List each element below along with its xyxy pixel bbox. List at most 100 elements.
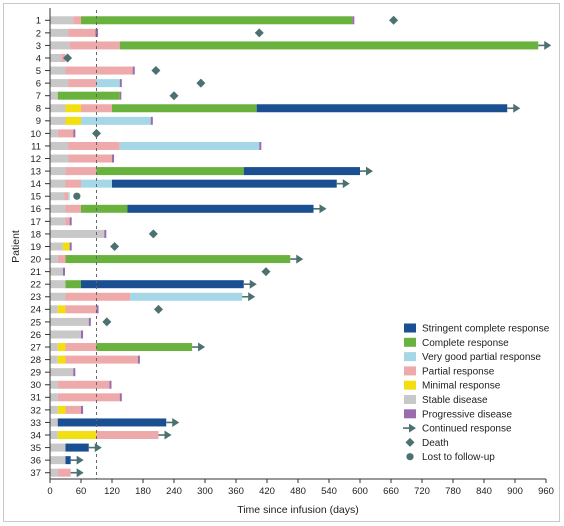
continued-response-arrow <box>538 40 552 50</box>
bar-segment-mr <box>65 104 81 113</box>
death-marker <box>92 128 101 138</box>
death-marker <box>196 78 206 88</box>
bar-segment-mr <box>57 405 66 414</box>
patient-label: 3 <box>36 41 41 52</box>
legend-label-scr: Stringent complete response <box>422 324 550 335</box>
bar-segment-pr <box>64 192 69 201</box>
x-tick-label: 300 <box>197 486 213 497</box>
patient-label: 24 <box>30 305 41 316</box>
continued-arrow-head <box>544 40 552 50</box>
bar-segment-vgpr <box>96 79 120 88</box>
patient-row-26 <box>50 330 84 339</box>
bar-segment-cr <box>65 255 291 264</box>
bar-segment-pd <box>352 16 355 25</box>
bar-segment-vgpr <box>81 179 112 188</box>
bar-segment-pr <box>73 16 81 25</box>
bar-segment-pd <box>88 317 91 326</box>
bar-segment-vgpr <box>130 292 243 301</box>
bar-segment-pr <box>65 292 131 301</box>
patient-label: 8 <box>36 104 41 115</box>
legend-label-lost: Lost to follow-up <box>422 452 495 463</box>
bar-segment-pr <box>65 167 97 176</box>
bars-layer <box>50 16 539 477</box>
continued-arrow-head <box>76 455 84 465</box>
bar-segment-scr <box>127 204 314 213</box>
bar-segment-mr <box>57 355 66 364</box>
patient-row-5 <box>50 66 135 75</box>
legend: Stringent complete response Complete resp… <box>403 323 550 463</box>
patient-row-17 <box>50 217 72 226</box>
bar-segment-pr <box>96 431 159 440</box>
patient-label: 21 <box>30 267 41 278</box>
legend-label-mr: Minimal response <box>422 381 501 392</box>
legend-swatch-sd <box>404 395 416 404</box>
bar-segment-sd <box>50 330 81 339</box>
x-tick-label: 120 <box>104 486 120 497</box>
patient-row-6 <box>50 79 122 88</box>
continued-arrow-head <box>172 417 180 427</box>
death-marker <box>169 91 179 101</box>
bar-segment-cr <box>81 204 128 213</box>
bar-segment-vgpr <box>119 141 260 150</box>
continued-arrow-head <box>248 292 256 302</box>
bar-segment-sd <box>50 255 58 264</box>
bar-segment-pr <box>69 41 120 50</box>
legend-continued-arrow-icon <box>403 423 416 433</box>
bar-segment-sd <box>50 317 89 326</box>
patient-label: 27 <box>30 342 41 353</box>
bar-segment-cr <box>81 16 353 25</box>
x-tick-label: 60 <box>76 486 87 497</box>
patient-label: 25 <box>30 317 41 328</box>
patient-label: 4 <box>36 53 41 64</box>
bar-segment-pr <box>57 468 71 477</box>
patient-label: 23 <box>30 292 41 303</box>
continued-arrow-head <box>164 430 172 440</box>
continued-arrow-head <box>319 204 327 214</box>
bar-segment-mr <box>65 116 81 125</box>
patient-row-25 <box>50 317 91 326</box>
patient-row-33 <box>50 418 167 427</box>
bar-segment-sd <box>50 116 66 125</box>
patient-label: 14 <box>30 179 41 190</box>
bar-segment-cr <box>112 104 257 113</box>
patient-label: 33 <box>30 418 41 429</box>
bar-segment-sd <box>50 141 69 150</box>
death-marker <box>151 66 161 76</box>
patient-row-16 <box>50 204 314 213</box>
bar-segment-sd <box>50 229 105 238</box>
legend-label-sd: Stable disease <box>422 395 488 406</box>
bar-segment-cr <box>96 167 244 176</box>
patient-row-1 <box>50 16 355 25</box>
bar-segment-sd <box>50 368 74 377</box>
patient-row-7 <box>50 91 122 100</box>
death-marker <box>154 304 163 314</box>
bar-segment-sd <box>50 41 70 50</box>
patient-row-12 <box>50 154 115 163</box>
patient-label: 6 <box>36 79 41 90</box>
patient-label: 35 <box>30 443 41 454</box>
continued-arrow-head <box>76 468 84 478</box>
bar-segment-sd <box>50 204 66 213</box>
bar-segment-sd <box>50 242 63 251</box>
bar-segment-mr <box>57 305 66 314</box>
legend-swatch-pr <box>404 366 416 376</box>
bar-segment-sd <box>50 405 58 414</box>
x-tick-label: 360 <box>228 486 244 497</box>
x-tick-label: 960 <box>538 486 554 497</box>
legend-label-vgpr: Very good partial response <box>422 352 541 363</box>
death-marker <box>389 15 399 25</box>
bar-segment-pd <box>137 355 140 364</box>
death-marker <box>261 267 271 277</box>
patient-label: 1 <box>36 16 41 27</box>
death-marker <box>63 53 73 63</box>
continued-response-arrow <box>192 342 206 352</box>
bar-segment-pd <box>96 305 99 314</box>
patient-row-20 <box>50 255 291 264</box>
continued-response-arrow <box>243 279 257 289</box>
patient-label: 29 <box>30 368 41 379</box>
bar-segment-sd <box>50 217 66 226</box>
legend-label-pd: Progressive disease <box>422 409 512 420</box>
x-tick-label: 540 <box>321 486 337 497</box>
patient-row-3 <box>50 41 539 50</box>
bar-segment-scr <box>256 104 508 113</box>
